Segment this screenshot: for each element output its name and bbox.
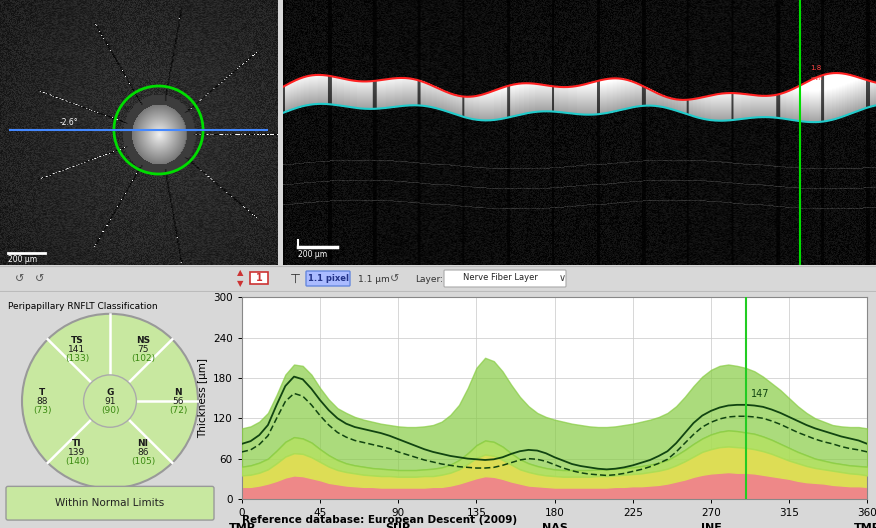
Text: 141: 141 xyxy=(68,345,86,354)
Text: ▼: ▼ xyxy=(237,279,244,288)
Text: 200 µm: 200 µm xyxy=(298,250,327,259)
Circle shape xyxy=(83,375,137,427)
Text: ∨: ∨ xyxy=(558,273,566,283)
Text: (72): (72) xyxy=(169,406,187,414)
Text: (73): (73) xyxy=(32,406,52,414)
Text: TS: TS xyxy=(71,336,83,345)
Text: INF: INF xyxy=(701,523,721,528)
Text: 88: 88 xyxy=(36,397,48,406)
Text: G: G xyxy=(106,388,114,397)
Text: (140): (140) xyxy=(65,457,89,466)
Text: 1: 1 xyxy=(256,273,263,283)
FancyBboxPatch shape xyxy=(306,271,350,286)
Text: 86: 86 xyxy=(138,448,149,457)
Bar xyxy=(250,272,268,284)
Text: Within Normal Limits: Within Normal Limits xyxy=(55,498,165,508)
Text: 200 µm: 200 µm xyxy=(8,255,37,264)
Circle shape xyxy=(22,314,198,488)
Text: Layer:: Layer: xyxy=(415,275,443,284)
Text: -2.6°: -2.6° xyxy=(60,118,78,127)
Text: ⊤: ⊤ xyxy=(290,272,300,286)
FancyBboxPatch shape xyxy=(444,270,566,287)
Text: NI: NI xyxy=(138,439,149,448)
Text: SUP: SUP xyxy=(385,523,411,528)
Text: (90): (90) xyxy=(101,406,119,414)
Text: NAS: NAS xyxy=(541,523,568,528)
Text: TI: TI xyxy=(72,439,81,448)
Text: 147: 147 xyxy=(751,390,769,400)
Text: 1.8: 1.8 xyxy=(810,65,822,71)
Text: 1.1 µm: 1.1 µm xyxy=(358,275,390,284)
Text: Reference database: European Descent (2009): Reference database: European Descent (20… xyxy=(242,515,517,525)
Text: (133): (133) xyxy=(65,354,89,363)
FancyBboxPatch shape xyxy=(6,486,214,520)
Text: 1.1 pixel: 1.1 pixel xyxy=(307,274,349,283)
Text: N: N xyxy=(174,388,182,397)
Text: TMP: TMP xyxy=(229,523,255,528)
Text: ▲: ▲ xyxy=(237,269,244,278)
Text: (102): (102) xyxy=(131,354,155,363)
Text: NS: NS xyxy=(136,336,150,345)
Text: 91: 91 xyxy=(104,397,116,406)
Text: TMP: TMP xyxy=(854,523,876,528)
Text: 56: 56 xyxy=(173,397,184,406)
Text: mm: mm xyxy=(810,76,823,81)
Text: 75: 75 xyxy=(138,345,149,354)
Y-axis label: Thickness [µm]: Thickness [µm] xyxy=(198,358,208,438)
Text: ↺: ↺ xyxy=(15,274,25,284)
Text: 139: 139 xyxy=(68,448,86,457)
Text: Peripapillary RNFLT Classification: Peripapillary RNFLT Classification xyxy=(8,302,158,311)
Text: Nerve Fiber Layer: Nerve Fiber Layer xyxy=(463,274,538,282)
Text: ↺: ↺ xyxy=(390,274,399,284)
Text: (105): (105) xyxy=(131,457,155,466)
Text: T: T xyxy=(39,388,46,397)
Text: ↺: ↺ xyxy=(35,274,45,284)
